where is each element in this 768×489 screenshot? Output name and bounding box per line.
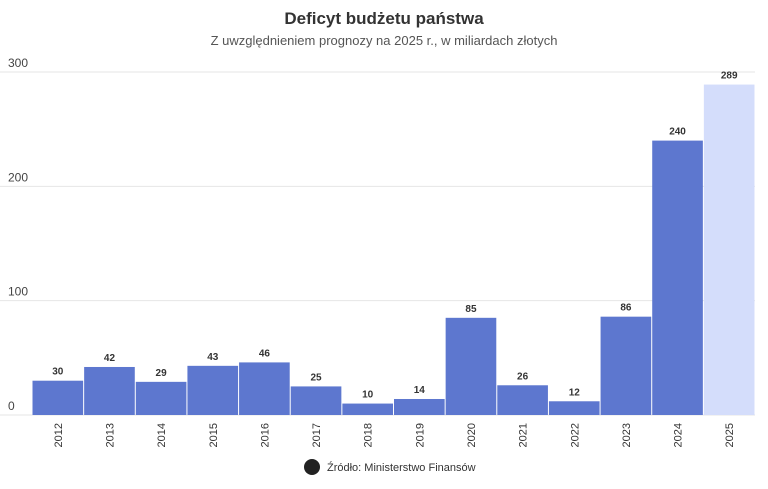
chart-subtitle: Z uwzględnieniem prognozy na 2025 r., w …: [211, 33, 558, 48]
y-tick-label: 200: [8, 170, 28, 184]
bar: [342, 403, 393, 415]
bar: [32, 380, 84, 415]
data-label: 30: [52, 367, 64, 378]
x-tick-label: 2012: [53, 423, 65, 447]
x-tick-label: 2023: [621, 423, 633, 447]
data-label: 29: [156, 368, 168, 379]
data-label: 26: [517, 371, 529, 382]
bar: [600, 316, 652, 415]
data-label: 10: [362, 390, 374, 401]
x-tick-label: 2017: [311, 423, 323, 447]
data-label: 25: [310, 372, 322, 383]
bar: [239, 362, 290, 415]
y-tick-label: 0: [8, 399, 15, 413]
x-tick-label: 2019: [414, 423, 426, 447]
bar: [652, 140, 703, 415]
data-label: 240: [669, 127, 686, 138]
x-tick-label: 2015: [208, 423, 220, 447]
bar: [135, 381, 187, 415]
bar: [445, 317, 497, 415]
data-label: 85: [465, 304, 477, 315]
source: Źródło: Ministerstwo Finansów: [327, 461, 476, 474]
x-tick-label: 2024: [673, 423, 685, 447]
source-logo: [304, 459, 320, 475]
data-label: 46: [259, 348, 271, 359]
x-tick-label: 2021: [518, 423, 530, 447]
bar: [187, 365, 239, 415]
bar: [394, 398, 445, 415]
data-label: 43: [207, 352, 219, 363]
x-tick-label: 2013: [104, 423, 116, 447]
bar: [290, 386, 342, 415]
x-tick-label: 2016: [259, 423, 271, 447]
bar: [497, 385, 548, 415]
y-tick-label: 300: [8, 56, 28, 70]
data-label: 86: [620, 303, 632, 314]
x-tick-label: 2022: [569, 423, 581, 447]
data-label: 42: [104, 353, 116, 364]
x-tick-label: 2020: [466, 423, 478, 447]
data-label: 12: [569, 387, 581, 398]
bar: [548, 401, 600, 415]
data-label: 289: [721, 71, 738, 82]
bar: [703, 84, 755, 416]
x-tick-label: 2014: [156, 423, 168, 447]
chart-title: Deficyt budżetu państwa: [284, 9, 484, 28]
x-tick-label: 2018: [363, 423, 375, 447]
x-tick-label: 2025: [724, 423, 736, 447]
y-tick-label: 100: [8, 285, 28, 299]
bar: [84, 366, 135, 415]
data-label: 14: [414, 385, 426, 396]
